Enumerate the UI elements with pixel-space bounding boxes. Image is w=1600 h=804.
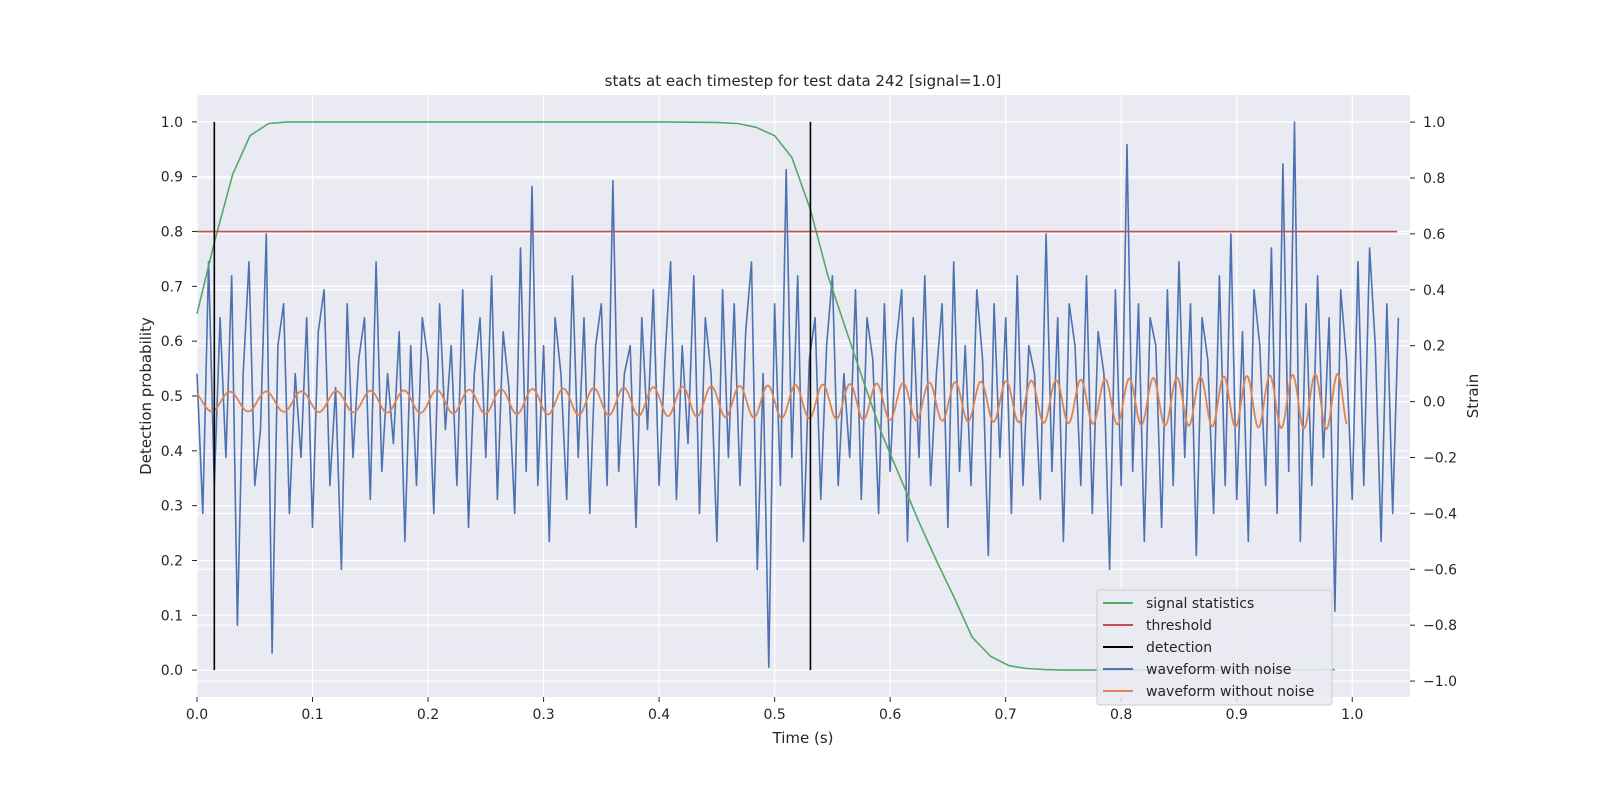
chart-title: stats at each timestep for test data 242… [605,72,1002,90]
x-tick-label: 0.6 [879,707,901,723]
y-tick-label: 0.2 [161,553,183,569]
x-tick-label: 0.5 [763,707,785,723]
x-tick-label: 0.2 [417,707,439,723]
signal-statistics-line [196,121,1335,671]
y-tick-label: 0.3 [161,499,183,515]
x-axis-label: Time (s) [772,729,834,747]
series-layer [196,121,1400,671]
legend-label-signal: signal statistics [1146,596,1254,612]
y-tick-label: 0.0 [161,663,183,679]
x-tick-label: 1.0 [1341,707,1363,723]
x-tick-label: 0.0 [186,707,208,723]
x-tick-label: 0.9 [1226,707,1248,723]
y-right-tick-label: −0.2 [1423,450,1457,466]
x-tick-label: 0.7 [995,707,1017,723]
y-right-tick-label: −0.4 [1423,506,1457,522]
y-right-tick-label: −0.6 [1423,562,1457,578]
x-tick-label: 0.1 [301,707,323,723]
y-tick-label: 0.7 [161,279,183,295]
axes: 0.0 0.1 0.2 0.3 0.4 0.5 0.6 0.7 0.8 0.9 1.0 0.0 0.1 0… [161,115,1457,723]
x-tick-label: 0.3 [532,707,554,723]
y-right-tick-label: 0.8 [1423,171,1445,187]
legend: signal statistics threshold detection wa… [1096,589,1333,706]
y-tick-label: 0.9 [161,170,183,186]
legend-box [1096,589,1333,706]
y-axis-right-label: Strain [1464,374,1482,418]
y-right-tick-label: 0.2 [1423,339,1445,355]
legend-label-threshold: threshold [1146,618,1212,634]
y-right-tick-label: 0.4 [1423,283,1445,299]
waveform-with-noise-line [196,121,1400,668]
legend-label-clean: waveform without noise [1146,684,1314,700]
y-tick-label: 0.1 [161,608,183,624]
y-right-tick-label: 0.0 [1423,395,1445,411]
y-tick-label: 0.5 [161,389,183,405]
y-tick-label: 1.0 [161,115,183,131]
x-tick-label: 0.8 [1110,707,1132,723]
y-right-tick-label: −1.0 [1423,674,1457,690]
waveform-without-noise-line [196,372,1348,431]
legend-label-detection: detection [1146,640,1212,656]
y-tick-label: 0.8 [161,225,183,241]
y-tick-label: 0.4 [161,444,183,460]
y-right-tick-label: 0.6 [1423,227,1445,243]
x-tick-label: 0.4 [648,707,670,723]
y-right-tick-label: 1.0 [1423,115,1445,131]
y-tick-label: 0.6 [161,334,183,350]
y-right-tick-label: −0.8 [1423,618,1457,634]
y-axis-label: Detection probability [137,317,155,475]
legend-label-noisy: waveform with noise [1146,662,1291,678]
